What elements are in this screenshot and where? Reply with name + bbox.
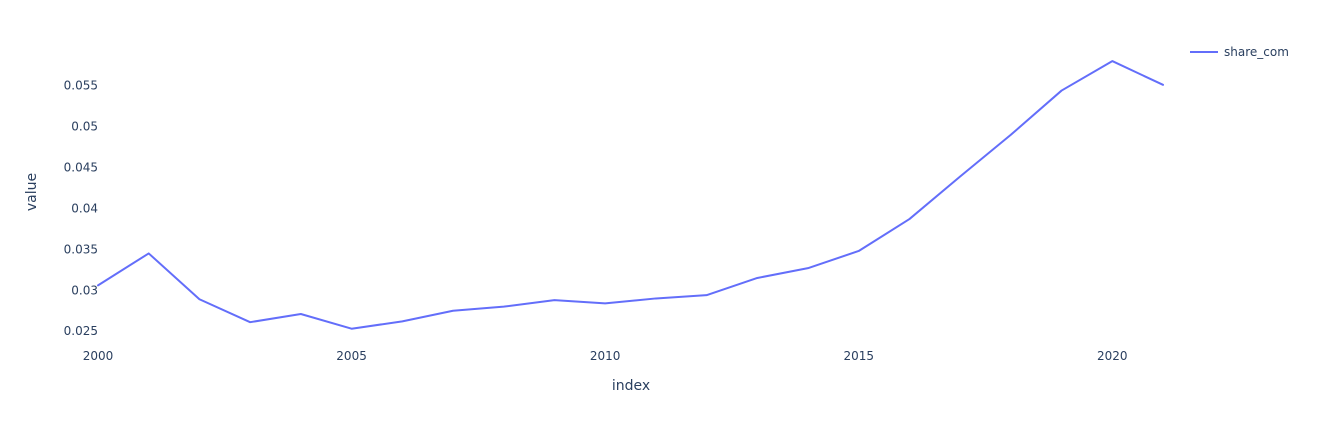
- x-tick-label: 2010: [590, 349, 621, 363]
- x-tick-label: 2020: [1097, 349, 1128, 363]
- y-axis-ticks: 0.025 0.03 0.035 0.04 0.045 0.05 0.055: [64, 79, 98, 339]
- legend-label: share_com: [1224, 45, 1289, 59]
- x-tick-label: 2005: [336, 349, 367, 363]
- legend-item[interactable]: share_com: [1190, 45, 1289, 59]
- x-tick-label: 2015: [843, 349, 874, 363]
- x-tick-label: 2000: [83, 349, 114, 363]
- y-axis-title: value: [24, 173, 40, 211]
- series-line-share_com: [97, 60, 1164, 330]
- y-tick-label: 0.055: [64, 79, 98, 93]
- y-tick-label: 0.03: [71, 283, 98, 297]
- y-tick-label: 0.05: [71, 120, 98, 134]
- y-tick-label: 0.04: [71, 201, 98, 215]
- legend[interactable]: share_com: [1190, 45, 1289, 59]
- y-tick-label: 0.045: [64, 160, 98, 174]
- x-axis-title: index: [612, 378, 650, 394]
- x-axis-ticks: 2000 2005 2010 2015 2020: [83, 349, 1128, 363]
- y-tick-label: 0.025: [64, 324, 98, 338]
- plot-lines: [97, 60, 1164, 330]
- y-tick-label: 0.035: [64, 242, 98, 256]
